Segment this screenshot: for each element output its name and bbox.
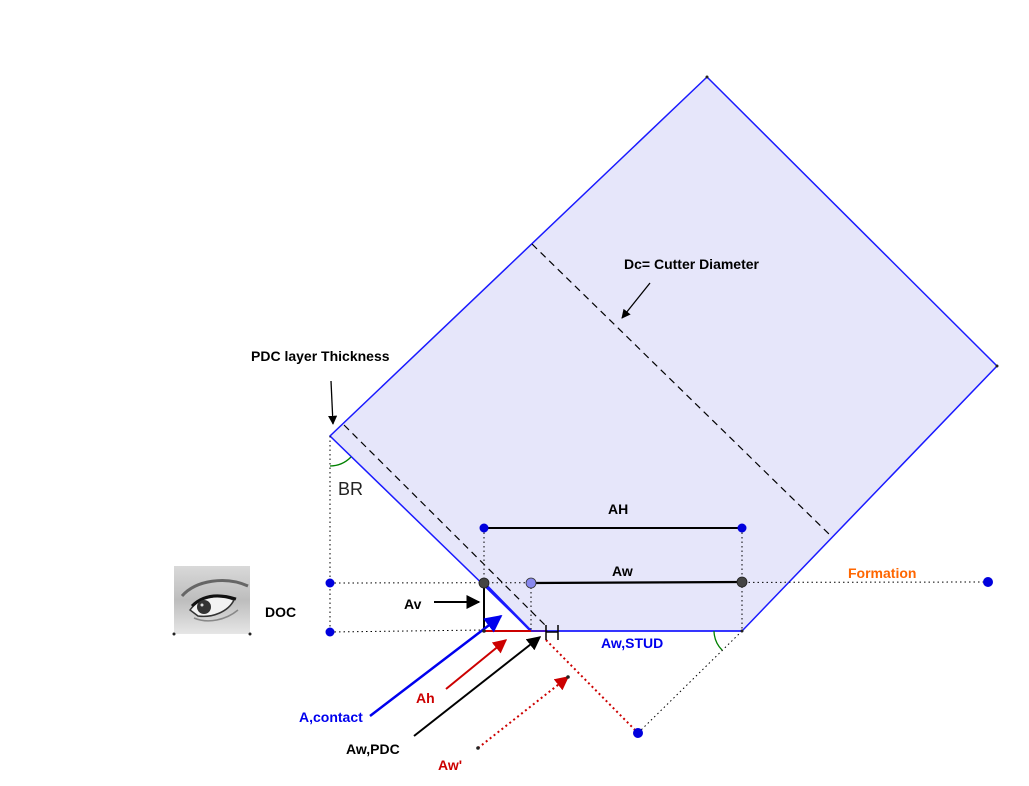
aw-pdc-label: Aw,PDC bbox=[346, 741, 400, 757]
ah-arrow bbox=[445, 639, 508, 690]
cutter-diameter-label: Dc= Cutter Diameter bbox=[624, 256, 760, 272]
a-contact-arrow bbox=[369, 614, 503, 717]
pdc-thickness-label: PDC layer Thickness bbox=[251, 348, 390, 364]
a-contact-label: A,contact bbox=[299, 709, 363, 725]
eye-icon bbox=[172, 566, 252, 636]
point-doc-top bbox=[325, 578, 335, 588]
stud-brackets bbox=[545, 625, 559, 640]
wear-angle-arc bbox=[713, 630, 723, 651]
back-rake-label: BR bbox=[338, 479, 363, 499]
point-ah-right bbox=[737, 523, 747, 533]
cutter-diameter-arrow bbox=[621, 282, 651, 319]
point-aw-left bbox=[525, 577, 537, 589]
av-label: Av bbox=[404, 596, 422, 612]
point-contact-top bbox=[478, 577, 490, 589]
points bbox=[325, 75, 999, 750]
aw-pdc-arrow bbox=[413, 636, 542, 737]
aw-prime-arrow bbox=[477, 676, 570, 749]
ah-lower-label: Ah bbox=[416, 690, 435, 706]
aw-prime-label: Aw' bbox=[438, 757, 462, 773]
doc-label: DOC bbox=[265, 604, 296, 620]
aw-stud-label: Aw,STUD bbox=[601, 635, 663, 651]
point-formation bbox=[983, 577, 993, 587]
aw-bar bbox=[530, 580, 743, 585]
cutter-diameter-line bbox=[531, 243, 833, 538]
point-doc-bottom bbox=[325, 627, 335, 637]
pdc-thickness-arrow bbox=[328, 380, 338, 425]
back-rake-arc bbox=[329, 456, 352, 467]
aw-prime-dotted bbox=[545, 639, 639, 734]
point-aw-right bbox=[736, 576, 748, 588]
point-lower bbox=[633, 728, 643, 738]
formation-label: Formation bbox=[848, 565, 916, 581]
ah-label: AH bbox=[608, 501, 628, 517]
aw-label: Aw bbox=[612, 563, 633, 579]
point-ah-left bbox=[479, 523, 489, 533]
contact-edge bbox=[483, 582, 532, 632]
cutter-body bbox=[328, 75, 999, 632]
